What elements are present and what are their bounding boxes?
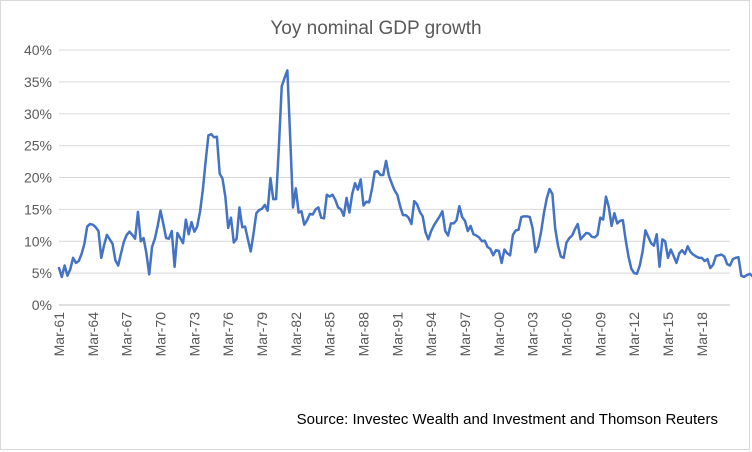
- y-tick-label: 40%: [24, 42, 52, 58]
- series-layer: [57, 69, 752, 279]
- x-tick-label: Mar-70: [152, 312, 168, 357]
- y-tick-label: 5%: [32, 265, 52, 281]
- x-tick-label: Mar-67: [119, 312, 135, 357]
- x-tick-label: Mar-97: [457, 312, 473, 357]
- x-tick-label: Mar-79: [254, 312, 270, 357]
- y-tick-label: 0%: [32, 297, 52, 313]
- x-tick-label: Mar-06: [558, 312, 574, 357]
- x-tick-label: Mar-12: [626, 312, 642, 357]
- x-tick-label: Mar-09: [592, 312, 608, 357]
- y-tick-label: 25%: [24, 138, 52, 154]
- y-axis: 0% 5% 10% 15% 20% 25% 30% 35% 40%: [24, 42, 52, 313]
- x-tick-label: Mar-64: [85, 312, 101, 357]
- x-tick-label: Mar-88: [355, 312, 371, 357]
- x-tick-label: Mar-73: [186, 312, 202, 357]
- y-tick-label: 30%: [24, 106, 52, 122]
- x-axis: Mar-61 Mar-64 Mar-67 Mar-70 Mar-73 Mar-76 Mar-…: [51, 312, 710, 357]
- x-tick-label: Mar-76: [220, 312, 236, 357]
- x-tick-label: Mar-15: [660, 312, 676, 357]
- x-tick-label: Mar-00: [491, 312, 507, 357]
- x-tick-label: Mar-91: [389, 312, 405, 357]
- y-tick-label: 10%: [24, 233, 52, 249]
- y-tick-label: 35%: [24, 74, 52, 90]
- y-tick-label: 15%: [24, 201, 52, 217]
- gridlines: [59, 49, 730, 306]
- series-line: [57, 69, 752, 279]
- chart-title: Yoy nominal GDP growth: [270, 18, 482, 39]
- source-note: Source: Investec Wealth and Investment a…: [296, 411, 718, 428]
- x-tick-label: Mar-82: [288, 312, 304, 357]
- x-tick-label: Mar-03: [525, 312, 541, 357]
- x-tick-label: Mar-85: [322, 312, 338, 357]
- y-tick-label: 20%: [24, 170, 52, 186]
- x-tick-label: Mar-94: [423, 312, 439, 357]
- x-tick-label: Mar-61: [51, 312, 67, 357]
- x-tick-label: Mar-18: [694, 312, 710, 357]
